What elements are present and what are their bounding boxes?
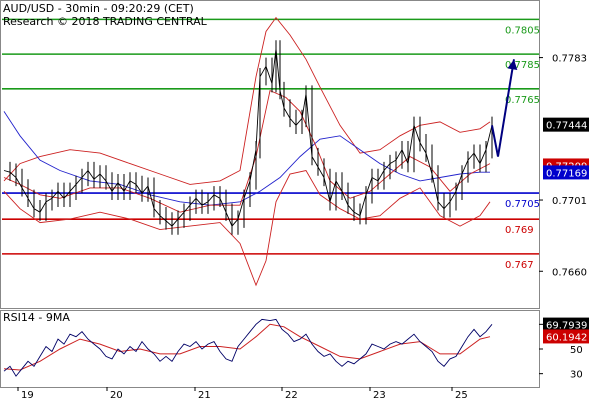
series-ma-blue: [3, 111, 490, 206]
series-rsi: [3, 318, 493, 377]
xtick-label-5: 25: [455, 390, 468, 400]
level-label-4: 0.769: [505, 225, 534, 236]
price-ytick-label-1: 0.7701: [552, 196, 587, 207]
xtick-label-4: 23: [373, 390, 386, 400]
xtick-label-1: 20: [110, 390, 123, 400]
rsi-tag-bg-0: [543, 317, 589, 332]
rsi-tag-label-1: 60.1942: [546, 332, 587, 343]
series-rsi-ma: [3, 323, 491, 371]
xtick-label-3: 22: [285, 390, 298, 400]
price-tag-bg-2: [543, 165, 589, 180]
price-ytick-label-2: 0.7660: [552, 267, 587, 278]
level-label-0: 0.7805: [505, 25, 540, 36]
price-tag-label-0: 0.77444: [546, 121, 587, 132]
series-ma-red: [3, 89, 491, 213]
level-label-1: 0.7785: [505, 60, 540, 71]
chart-title: AUD/USD - 30min - 09:20:29 (CET): [3, 2, 194, 15]
rsi-tag-bg-1: [543, 329, 589, 344]
price-panel-frame: [0, 0, 540, 309]
series-bollinger-upper: [3, 16, 491, 185]
level-label-5: 0.767: [505, 260, 534, 271]
rsi-panel-frame: [0, 310, 540, 388]
level-label-3: 0.7705: [505, 199, 540, 210]
forecast-arrow-line: [491, 59, 515, 157]
rsi-tag-label-0: 69.7939: [546, 321, 587, 332]
price-tag-label-2: 0.77169: [546, 168, 587, 179]
series-bollinger-lower: [3, 169, 491, 287]
series-price: [3, 48, 493, 227]
rsi-ytick-label-1: 50: [570, 345, 583, 356]
price-ytick-label-0: 0.7783: [552, 54, 587, 65]
xtick-label-0: 19: [21, 390, 34, 400]
level-label-2: 0.7765: [505, 95, 540, 106]
rsi-ytick-label-2: 30: [570, 370, 583, 381]
xtick-label-2: 21: [198, 390, 211, 400]
chart-subtitle: Research © 2018 TRADING CENTRAL: [3, 15, 208, 28]
forecast-arrow-head: [507, 59, 518, 71]
rsi-panel-label: RSI14 - 9MA: [3, 311, 70, 324]
price-tag-bg-0: [543, 117, 589, 132]
